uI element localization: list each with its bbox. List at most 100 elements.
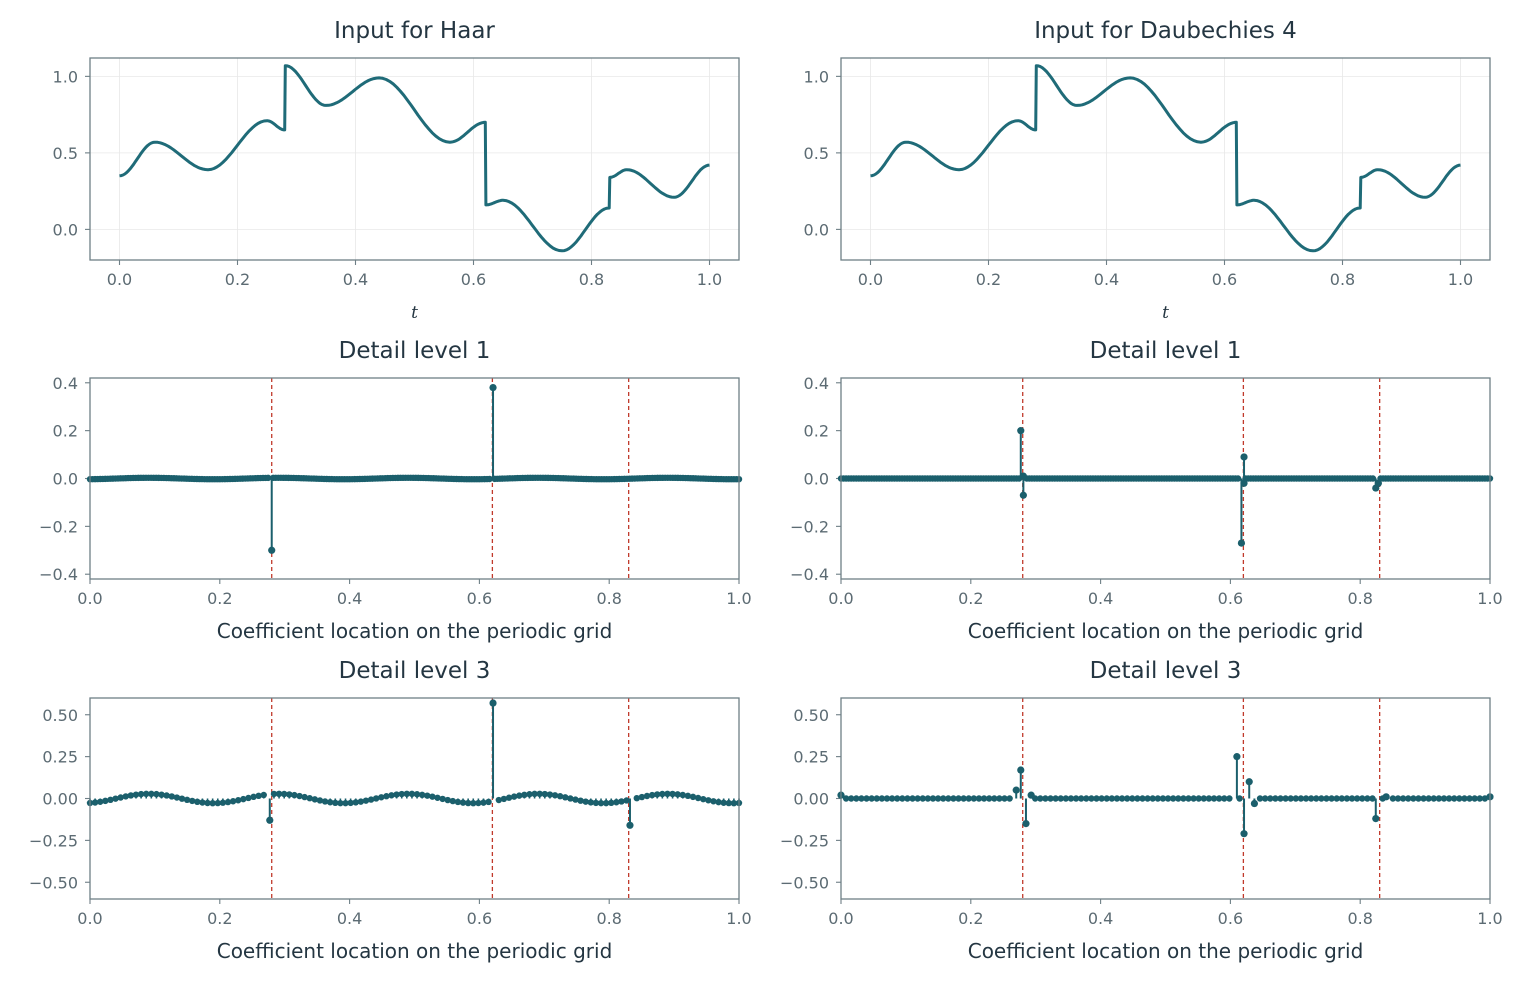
y-tick-label: 1.0 [53,67,78,86]
coefficient-point [638,793,646,801]
coefficient-point [1369,475,1377,482]
coefficient-point [91,799,99,806]
spike-point [626,821,634,829]
coefficient-point [229,798,237,805]
coefficient-point [459,799,467,806]
coefficient-point [291,791,298,799]
coefficient-point [1205,795,1213,802]
chart-title: Input for Haar [334,18,495,44]
coefficient-point [260,791,267,799]
x-tick-label: 0.0 [107,270,132,289]
spike-point [1372,815,1380,823]
coefficient-point [562,794,569,801]
x-tick-label: 1.0 [726,909,751,928]
coefficient-point [1098,795,1105,802]
chart-panel-5: Detail level 3 0.0 0.2 0.4 0.6 0.8 1.0 −0.50 −0.… [29,658,752,963]
coefficient-point [556,793,564,800]
coefficient-point [694,794,702,802]
coefficient-point [1067,795,1075,802]
coefficient-point [1297,795,1305,802]
x-tick-label: 0.4 [1088,909,1113,928]
coefficient-point [1313,795,1320,802]
coefficient-point [674,791,681,798]
x-tick-label: 0.6 [467,909,492,928]
coefficient-point [623,797,630,804]
coefficient-point [275,790,283,798]
coefficient-point [1277,795,1284,802]
coefficient-point [178,795,186,802]
coefficient-point [137,790,145,798]
coefficient-point [194,798,201,806]
coefficient-point [464,799,472,807]
x-tick-label: 0.2 [207,909,232,928]
coefficient-point [1282,795,1289,802]
y-tick-label: 0.2 [804,422,829,441]
coefficient-point [1338,795,1346,802]
coefficient-point [434,794,441,801]
coefficient-point [1103,795,1110,802]
coefficient-point [362,797,370,804]
coefficient-point [158,791,165,798]
coefficient-point [991,795,998,802]
coefficient-point [1108,795,1116,802]
x-tick-label: 0.0 [77,909,102,928]
coefficient-point [102,797,109,805]
coefficient-point [1394,795,1402,802]
coefficient-point [1077,795,1085,802]
spike-point [1237,539,1246,547]
coefficient-point [486,475,493,483]
coefficient-point [424,792,431,799]
coefficient-point [1292,795,1300,802]
x-tick-label: 0.6 [467,589,492,608]
coefficient-point [965,795,972,802]
coefficient-point [1221,795,1228,802]
axes-frame [89,697,740,900]
coefficient-point [1006,795,1013,802]
coefficient-point [526,791,533,798]
coefficient-point [633,794,640,802]
spike-point [1250,799,1259,808]
coefficient-point [669,790,676,798]
coefficient-point [372,795,380,802]
coefficient-point [132,791,140,798]
coefficient-point [705,797,712,804]
coefficient-point [1149,795,1156,802]
coefficient-point [326,799,334,806]
coefficient-point [127,792,135,799]
coefficient-point [960,795,967,802]
y-tick-label: 0.4 [804,374,829,393]
coefficient-point [970,795,978,802]
y-tick-label: 0.25 [42,748,78,767]
x-tick-label: 0.0 [828,589,853,608]
coefficient-point [393,791,400,798]
coefficient-point [689,793,697,801]
spike-point [1233,753,1241,761]
coefficient-point [613,799,620,806]
coefficient-point [592,799,600,807]
coefficient-point [383,793,390,800]
coefficient-point [1226,795,1233,802]
coefficient-point [894,795,901,802]
coefficient-point [720,799,727,806]
coefficient-point [725,799,732,807]
axes-frame [840,377,1491,580]
spike-point [1382,793,1390,801]
coefficient-point [418,791,426,799]
chart-panel-2: Input for Daubechies 4 0.0 0.2 0.4 0.6 0.8 1.0… [804,18,1491,323]
coefficient-point [521,791,528,799]
coefficient-point [270,790,278,798]
coefficient-point [449,797,457,805]
y-tick-label: 0.00 [42,790,78,809]
y-tick-label: −0.2 [39,517,78,536]
coefficient-point [444,796,451,804]
x-tick-label: 0.8 [596,589,621,608]
coefficient-point [1234,475,1242,482]
coefficient-point [204,799,211,807]
coefficient-point [1047,795,1054,802]
coefficient-point [1476,795,1483,802]
coefficient-point [863,795,870,802]
y-tick-label: 0.0 [804,220,829,239]
y-tick-label: −0.25 [780,831,829,850]
coefficient-point [1093,795,1100,802]
coefficient-point [97,798,104,805]
